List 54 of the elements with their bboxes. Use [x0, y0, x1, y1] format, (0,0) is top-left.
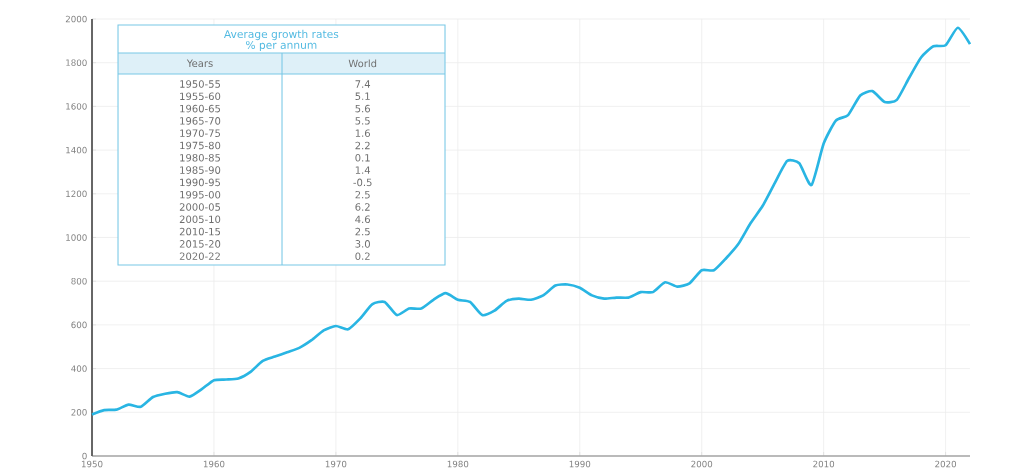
x-tick-label: 1970 — [325, 460, 347, 468]
annotation: 1965-70 — [180, 117, 221, 125]
annotation: 2010-15 — [179, 227, 221, 236]
annotation: 6.2 — [355, 203, 370, 211]
annotation: 1995-00 — [180, 190, 221, 199]
y-tick-label: 800 — [71, 277, 87, 285]
annotation: Average growth rates — [223, 29, 339, 41]
y-tick-label: 1200 — [66, 190, 87, 198]
x-tick-label: 2010 — [813, 460, 835, 468]
x-tick-label: 2020 — [935, 460, 957, 468]
annotation: 2015-20 — [179, 240, 221, 248]
annotation: 4.6 — [355, 215, 370, 224]
annotation: 5.5 — [355, 117, 370, 125]
y-tick-label: 400 — [71, 365, 87, 372]
annotation: 1980-85 — [180, 154, 221, 162]
annotation: 2005-10 — [179, 215, 221, 224]
annotation: % per annum — [246, 40, 317, 52]
annotation: 2.5 — [355, 227, 370, 236]
annotation: 5.6 — [355, 104, 370, 113]
annotation: Years — [186, 59, 213, 68]
annotation: 2000-05 — [179, 203, 221, 211]
x-tick-label: 2000 — [691, 460, 713, 468]
x-tick-label: 1990 — [569, 460, 591, 468]
x-tick-label: 1980 — [447, 460, 469, 468]
annotation: 1990-95 — [180, 178, 221, 187]
annotation: 5.1 — [355, 92, 370, 101]
x-tick-label: 1960 — [203, 460, 225, 468]
annotation: 7.4 — [355, 80, 371, 88]
y-tick-label: 2000 — [65, 15, 87, 23]
annotation: -0.5 — [353, 178, 372, 187]
y-tick-label: 1800 — [66, 59, 87, 66]
x-tick-label: 1950 — [81, 460, 103, 468]
annotation: 1950-55 — [180, 80, 221, 88]
annotation: 3.0 — [355, 240, 370, 248]
y-tick-label: 1400 — [66, 146, 87, 154]
annotation: 1985-90 — [180, 166, 221, 174]
annotation: 0.1 — [355, 154, 370, 162]
annotation: 1970-75 — [180, 129, 221, 137]
annotation: 1975-80 — [180, 141, 221, 150]
y-tick-label: 1000 — [66, 234, 87, 241]
annotation: 1955-60 — [180, 92, 221, 101]
annotation: 1.6 — [355, 129, 370, 137]
y-tick-label: 1600 — [66, 103, 87, 110]
annotation: 2020-22 — [179, 252, 220, 260]
annotation: 2.5 — [355, 190, 370, 199]
y-tick-label: 600 — [71, 321, 87, 329]
annotation: 0.2 — [355, 252, 370, 260]
y-tick-label: 0 — [82, 452, 87, 460]
annotation: 2.2 — [355, 141, 370, 150]
annotation: World — [348, 59, 377, 68]
y-tick-label: 200 — [71, 409, 87, 416]
line-series — [90, 26, 972, 416]
annotation: 1.4 — [355, 166, 371, 174]
annotation: 1960-65 — [180, 104, 221, 113]
